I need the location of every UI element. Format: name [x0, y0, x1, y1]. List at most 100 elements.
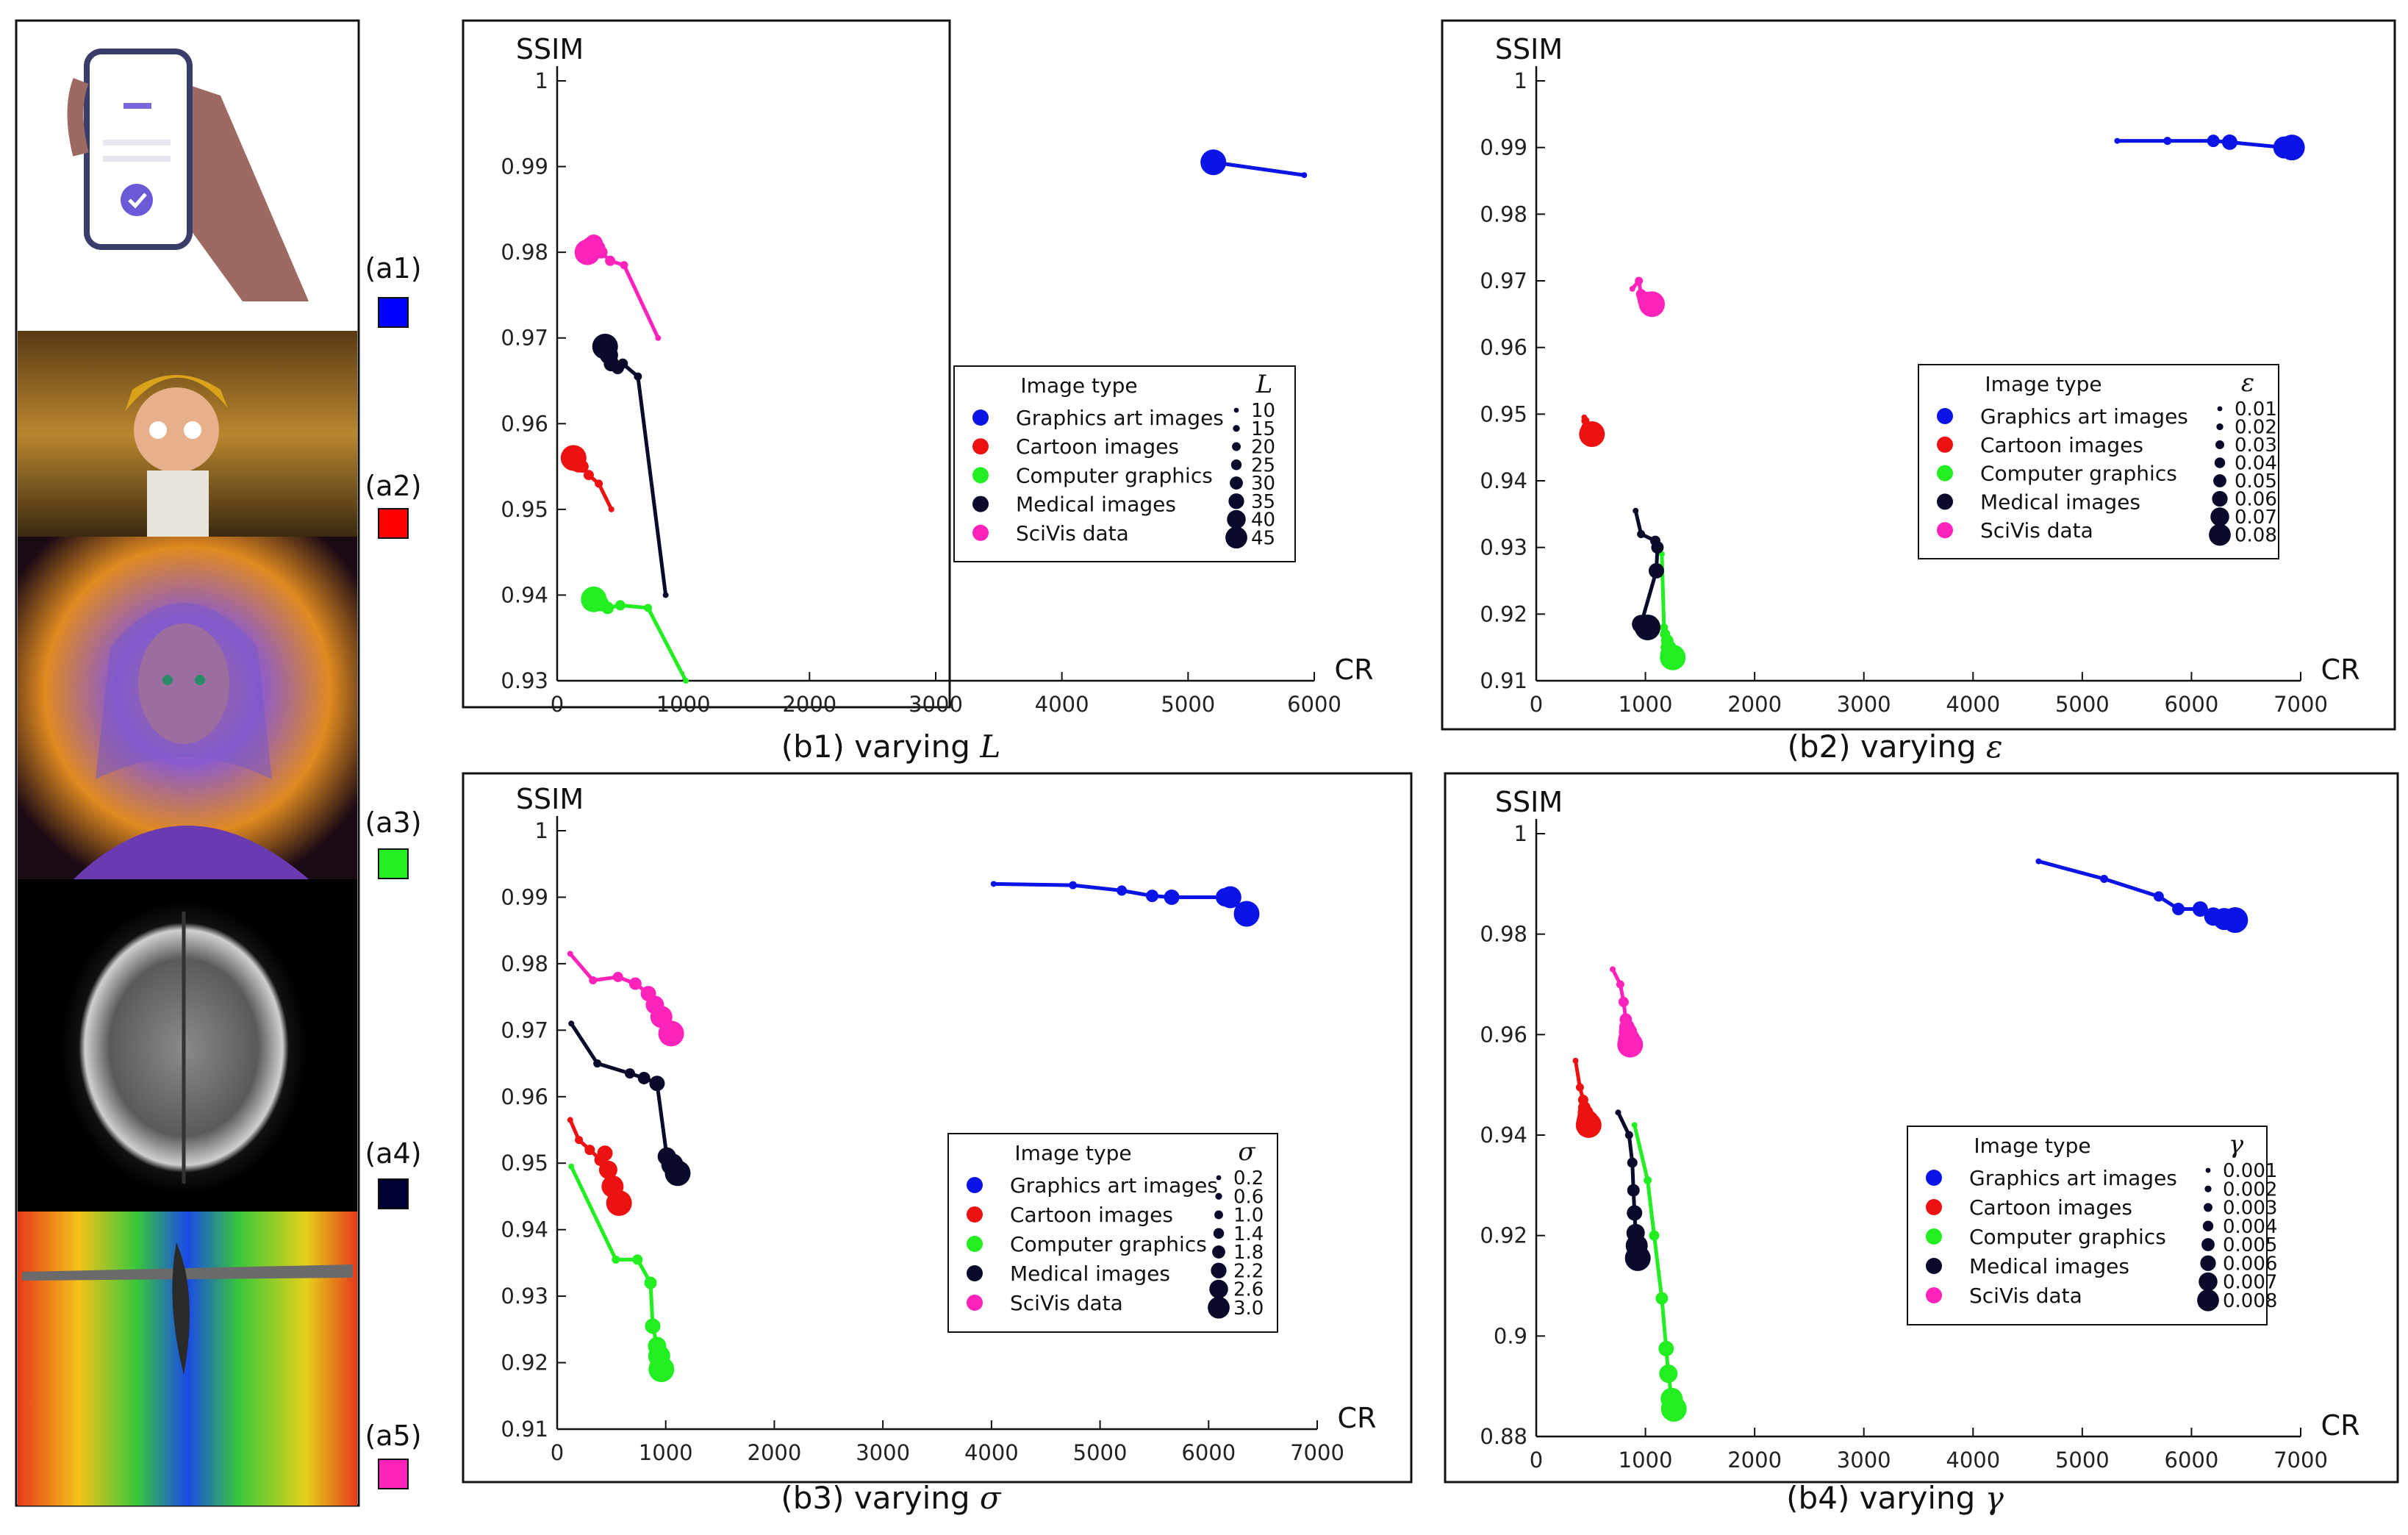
- y-tick-label: 0.97: [501, 326, 548, 351]
- legend-size-marker: [1208, 1296, 1230, 1319]
- legend-marker: [1926, 1199, 1942, 1215]
- legend-marker: [1937, 493, 1953, 510]
- legend-size-marker: [1227, 509, 1246, 529]
- data-point: [1301, 172, 1308, 179]
- legend: Image type γ Graphics art images Cartoon im…: [1907, 1126, 2277, 1325]
- legend-size-marker: [1230, 459, 1242, 470]
- x-tick-label: 4000: [964, 1440, 1019, 1465]
- legend-size-marker: [2216, 423, 2224, 431]
- x-tick-label: 2000: [1727, 692, 1782, 717]
- data-point: [1644, 1176, 1652, 1184]
- check-mark-icon: [128, 193, 147, 209]
- data-point: [624, 1068, 635, 1079]
- legend-size-marker: [2212, 490, 2228, 507]
- data-point: [598, 1160, 617, 1179]
- legend-entry: SciVis data: [1980, 518, 2093, 543]
- x-tick-label: 5000: [1073, 1440, 1128, 1465]
- cartoon-face-illustration: [134, 387, 219, 473]
- data-point: [637, 1071, 651, 1084]
- cartoon-eye-illustration: [184, 421, 201, 439]
- thumbnail-label-a4: (a4): [365, 1137, 421, 1170]
- legend-entry: SciVis data: [1016, 521, 1129, 545]
- data-point: [593, 1059, 602, 1068]
- data-point: [645, 1318, 661, 1334]
- y-tick-label: 0.95: [501, 497, 548, 522]
- legend-size-label: 0.08: [2235, 525, 2277, 547]
- legend-size-marker: [1228, 493, 1244, 509]
- legend-size-label: 30: [1251, 473, 1275, 495]
- chart-caption: (b4) varying γ: [1786, 1480, 2004, 1516]
- data-point: [1660, 1395, 1687, 1422]
- y-tick-label: 0.92: [1480, 1223, 1527, 1248]
- legend-size-label: 20: [1251, 437, 1275, 459]
- x-tick-label: 0: [1530, 692, 1543, 717]
- chart-caption-symbol: L: [979, 729, 1000, 765]
- thumbnail-a4: [18, 879, 357, 1212]
- data-point: [1648, 562, 1664, 579]
- data-point: [1575, 1083, 1584, 1092]
- y-tick-label: 0.91: [501, 1417, 548, 1442]
- data-point: [2114, 137, 2121, 144]
- chart-caption: (b2) varying ε: [1787, 729, 2002, 765]
- data-point: [644, 1276, 657, 1289]
- legend-size-marker: [2204, 1185, 2212, 1192]
- data-point: [1145, 890, 1158, 903]
- data-point: [620, 261, 628, 270]
- legend-marker: [967, 1177, 983, 1193]
- legend-marker: [1926, 1228, 1942, 1245]
- hand-illustration: [176, 81, 309, 301]
- data-point: [1635, 614, 1661, 640]
- y-axis-label: SSIM: [516, 33, 584, 65]
- data-point: [1618, 996, 1629, 1007]
- data-point: [560, 445, 587, 471]
- legend-marker: [967, 1265, 983, 1281]
- legend-entry: Cartoon images: [1969, 1195, 2132, 1220]
- legend-size-label: 0.6: [1233, 1186, 1264, 1208]
- legend-size-marker: [2217, 406, 2223, 412]
- phone-line-icon: [123, 103, 151, 109]
- data-point: [632, 1254, 643, 1265]
- legend-size-marker: [2214, 457, 2226, 468]
- portrait-robe-illustration: [74, 826, 309, 879]
- legend-marker: [972, 467, 989, 484]
- data-point: [1610, 966, 1616, 973]
- x-tick-label: 0: [551, 1440, 564, 1465]
- legend-marker: [1937, 465, 1953, 482]
- legend-size-marker: [2197, 1289, 2219, 1312]
- legend: Image type L Graphics art images Cartoon im…: [953, 365, 1296, 562]
- legend-entry: Medical images: [1010, 1262, 1170, 1286]
- chart-caption: (b1) varying L: [781, 729, 1000, 765]
- legend-size-marker: [1209, 1279, 1228, 1299]
- y-tick-label: 0.98: [501, 951, 548, 976]
- thumbnail-a3: [18, 537, 357, 879]
- legend-size-label: 25: [1251, 454, 1275, 476]
- data-point: [592, 333, 618, 359]
- data-point: [662, 592, 669, 598]
- legend-size-label: 0.005: [2223, 1234, 2277, 1256]
- legend-size-marker: [1233, 425, 1240, 432]
- legend-entry: Computer graphics: [1016, 463, 1213, 487]
- chart-frame: [462, 772, 1413, 1484]
- legend-size-marker: [2205, 1167, 2211, 1173]
- legend-size-label: 35: [1251, 491, 1275, 513]
- x-tick-label: 2000: [748, 1440, 802, 1465]
- data-point: [2153, 891, 2164, 902]
- legend-size-marker: [2202, 1220, 2214, 1231]
- chart-caption-symbol: γ: [1985, 1480, 2004, 1516]
- data-point: [1631, 1122, 1638, 1128]
- legend-marker: [972, 524, 989, 541]
- y-tick-label: 0.91: [1480, 668, 1527, 693]
- legend-size-marker: [2210, 507, 2229, 526]
- legend-entry: SciVis data: [1969, 1284, 2082, 1308]
- data-point: [1655, 1292, 1669, 1305]
- data-point: [2221, 134, 2237, 150]
- data-point: [567, 951, 573, 957]
- data-point: [1627, 1157, 1638, 1168]
- x-tick-label: 6000: [1181, 1440, 1236, 1465]
- legend-title: Image type: [1974, 1134, 2090, 1158]
- data-point: [1633, 507, 1639, 514]
- legend-entry: Graphics art images: [1010, 1173, 1218, 1198]
- x-tick-label: 1000: [639, 1440, 693, 1465]
- legend-entry: Medical images: [1969, 1254, 2129, 1278]
